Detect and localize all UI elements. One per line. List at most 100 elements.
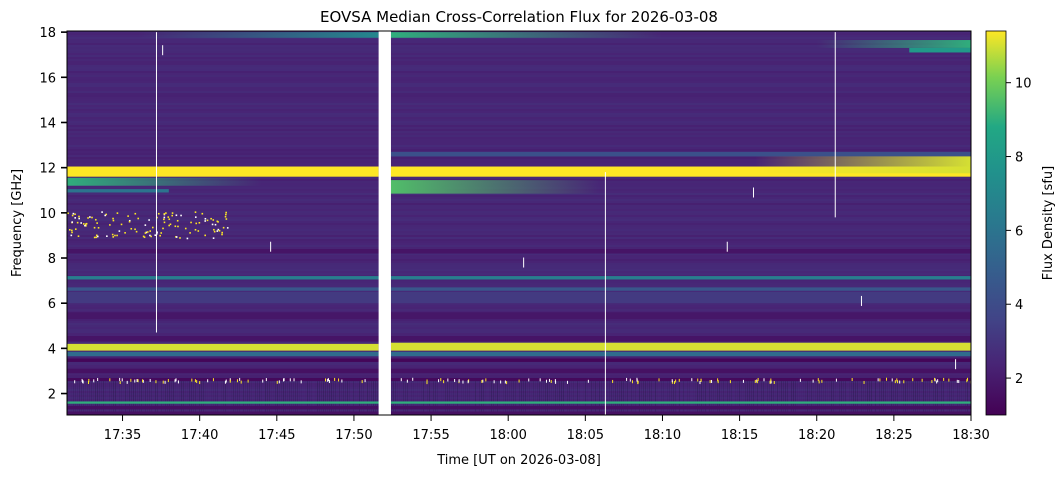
low-freq-texture [851, 381, 852, 415]
low-freq-texture [501, 381, 502, 415]
noise-stripe [67, 111, 971, 113]
low-freq-texture [673, 381, 674, 415]
noise-stripe [67, 233, 971, 235]
low-freq-texture [261, 381, 262, 415]
rfi-point [212, 378, 214, 382]
low-freq-texture [249, 381, 250, 415]
low-freq-texture [277, 381, 278, 415]
noise-stripe [67, 363, 971, 365]
low-freq-texture [631, 381, 632, 415]
low-freq-texture [699, 381, 700, 415]
emission-band [755, 156, 971, 174]
low-freq-texture [217, 381, 218, 415]
low-freq-texture [283, 381, 284, 415]
low-freq-texture [611, 381, 612, 415]
low-freq-texture [257, 381, 258, 415]
noise-stripe [67, 75, 971, 77]
low-freq-texture [211, 381, 212, 415]
burst-point [165, 212, 167, 214]
low-freq-texture [139, 381, 140, 415]
low-freq-texture [163, 381, 164, 415]
low-freq-texture [935, 381, 936, 415]
low-freq-texture [721, 381, 722, 415]
rfi-point [196, 380, 198, 384]
burst-point [171, 212, 174, 214]
low-freq-texture [165, 381, 166, 415]
low-freq-texture [679, 381, 680, 415]
x-tick-label: 18:25 [875, 428, 912, 443]
rfi-point [328, 380, 330, 384]
low-freq-texture [553, 381, 554, 415]
burst-point [128, 219, 131, 222]
burst-point [101, 211, 103, 213]
burst-point [194, 228, 197, 231]
emission-band [390, 180, 601, 194]
low-freq-texture [347, 381, 348, 415]
low-freq-texture [731, 381, 732, 415]
noise-stripe [67, 95, 971, 97]
rfi-point [338, 378, 340, 382]
low-freq-texture [923, 381, 924, 415]
burst-point [217, 228, 220, 231]
low-freq-texture [281, 381, 282, 415]
low-freq-texture [123, 381, 124, 415]
low-freq-texture [187, 381, 188, 415]
low-freq-texture [345, 381, 346, 415]
low-freq-texture [953, 381, 954, 415]
burst-point [149, 230, 152, 232]
rfi-point [164, 380, 166, 384]
low-freq-texture [407, 381, 408, 415]
noise-stripe [67, 327, 971, 329]
noise-stripe [67, 269, 971, 271]
rfi-point [555, 380, 557, 384]
low-freq-texture [503, 381, 504, 415]
noise-stripe [67, 139, 971, 141]
y-tick-label: 16 [39, 71, 56, 86]
y-axis-label: Frequency [GHz] [10, 169, 25, 277]
low-freq-texture [659, 381, 660, 415]
low-freq-texture [831, 381, 832, 415]
low-freq-texture [815, 381, 816, 415]
low-freq-texture [505, 381, 506, 415]
emission-band [67, 335, 971, 342]
low-freq-texture [423, 381, 424, 415]
burst-point [154, 234, 157, 236]
burst-point [71, 214, 74, 217]
low-freq-texture [455, 381, 456, 415]
burst-point [186, 237, 189, 240]
low-freq-texture [801, 381, 802, 415]
emission-band [67, 248, 971, 254]
low-freq-texture [777, 381, 778, 415]
low-freq-texture [531, 381, 532, 415]
low-freq-texture [127, 381, 128, 415]
low-freq-texture [655, 381, 656, 415]
low-freq-texture [241, 381, 242, 415]
noise-stripe [67, 61, 971, 63]
low-freq-texture [649, 381, 650, 415]
noise-stripe [67, 125, 971, 127]
low-freq-texture [891, 381, 892, 415]
rfi-point [678, 378, 680, 382]
rfi-point [119, 377, 121, 381]
x-axis-label: Time [UT on 2026-03-08] [436, 453, 601, 468]
low-freq-texture [541, 381, 542, 415]
low-freq-texture [871, 381, 872, 415]
low-freq-texture [421, 381, 422, 415]
y-tick-label: 14 [39, 116, 56, 131]
noise-stripe [67, 77, 971, 79]
low-freq-texture [765, 381, 766, 415]
noise-stripe [67, 199, 971, 201]
low-freq-texture [613, 381, 614, 415]
rfi-point [894, 380, 896, 384]
low-freq-texture [167, 381, 168, 415]
rfi-point [500, 380, 502, 384]
burst-point [190, 221, 192, 224]
low-freq-texture [587, 381, 588, 415]
burst-point [80, 222, 82, 224]
low-freq-texture [207, 381, 208, 415]
low-freq-texture [809, 381, 810, 415]
rfi-point [658, 378, 660, 382]
rfi-point [757, 377, 759, 381]
rfi-point [328, 378, 330, 382]
low-freq-texture [119, 381, 120, 415]
